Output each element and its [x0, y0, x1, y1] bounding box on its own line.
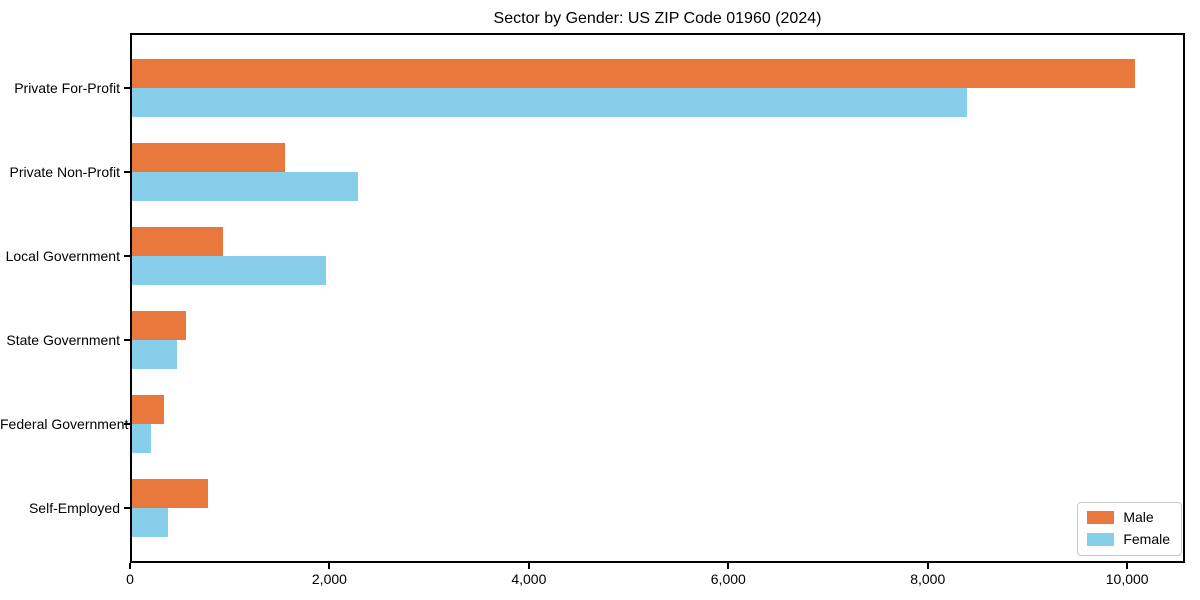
- x-tick-mark-4: [926, 563, 929, 569]
- bar-male-state-government: [130, 310, 186, 340]
- x-tick-mark-3: [727, 563, 730, 569]
- bar-female-state-government: [130, 339, 177, 369]
- category-label-federal-government: Federal Government: [0, 415, 129, 432]
- y-tick-mark-local-government: [124, 254, 130, 257]
- legend-label-female: Female: [1123, 531, 1170, 547]
- bar-female-local-government: [130, 255, 327, 285]
- x-tick-label-5: 10,000: [1105, 571, 1149, 587]
- legend-item-female: Female: [1087, 532, 1170, 547]
- plot-area: Male Female: [130, 33, 1185, 563]
- x-tick-mark-2: [527, 563, 530, 569]
- x-tick-label-4: 8,000: [910, 571, 946, 587]
- category-label-private-for-profit: Private For-Profit: [14, 79, 120, 96]
- y-tick-mark-federal-government: [124, 422, 130, 425]
- category-label-local-government: Local Government: [5, 247, 120, 264]
- bar-male-federal-government: [130, 394, 164, 424]
- y-tick-mark-state-government: [124, 338, 130, 341]
- bar-female-private-non-profit: [130, 171, 359, 201]
- bar-female-self-employed: [130, 508, 168, 537]
- bar-female-federal-government: [130, 423, 151, 453]
- category-label-private-non-profit: Private Non-Profit: [9, 163, 120, 180]
- bar-male-private-non-profit: [130, 142, 285, 172]
- category-label-state-government: State Government: [6, 331, 120, 348]
- x-tick-label-1: 2,000: [311, 571, 347, 587]
- y-tick-mark-private-non-profit: [124, 170, 130, 173]
- category-label-self-employed: Self-Employed: [28, 500, 120, 516]
- y-tick-mark-self-employed: [124, 507, 130, 509]
- legend: Male Female: [1077, 502, 1182, 556]
- x-tick-mark-5: [1126, 563, 1129, 569]
- legend-swatch-male: [1087, 511, 1115, 524]
- bar-male-local-government: [130, 226, 223, 256]
- bar-male-private-for-profit: [130, 58, 1136, 88]
- legend-label-male: Male: [1123, 509, 1154, 525]
- x-tick-label-3: 6,000: [710, 571, 746, 587]
- bar-female-private-for-profit: [130, 87, 967, 117]
- x-tick-label-0: 0: [126, 571, 134, 587]
- legend-swatch-female: [1087, 533, 1115, 546]
- bar-male-self-employed: [130, 479, 208, 508]
- y-tick-mark-private-for-profit: [124, 86, 130, 89]
- x-tick-mark-0: [129, 563, 131, 569]
- legend-item-male: Male: [1087, 510, 1170, 525]
- chart-title: Sector by Gender: US ZIP Code 01960 (202…: [493, 10, 822, 27]
- x-tick-label-2: 4,000: [511, 571, 547, 587]
- x-tick-mark-1: [328, 563, 331, 569]
